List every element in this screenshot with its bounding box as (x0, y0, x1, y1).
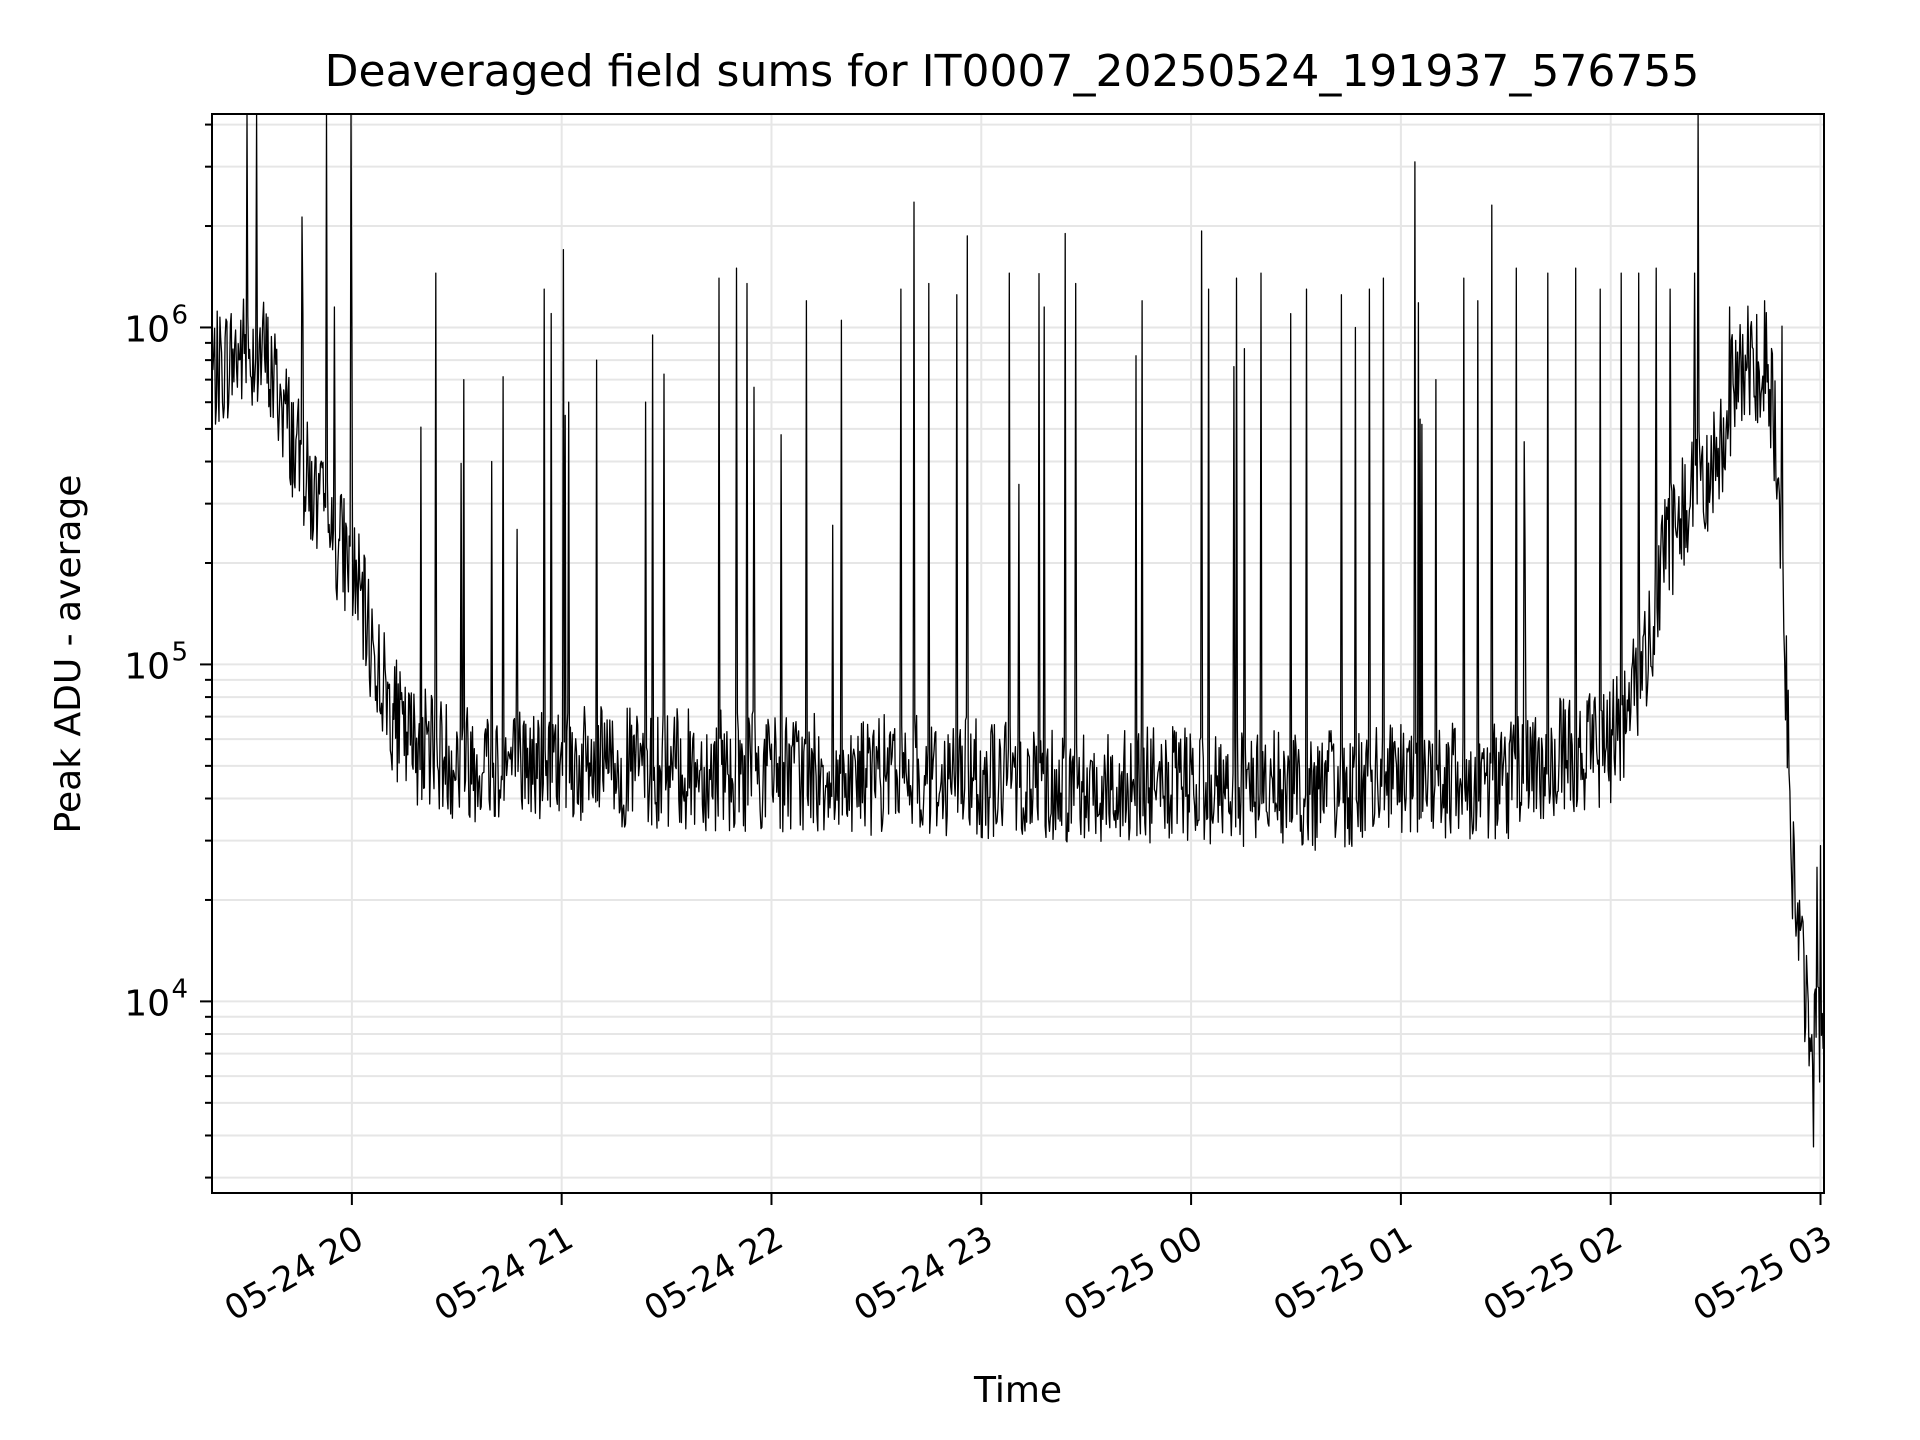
series-layer (211, 113, 1825, 1148)
chart-title: Deaveraged field sums for IT0007_2025052… (325, 46, 1700, 97)
y-axis-label: Peak ADU - average (48, 475, 89, 834)
x-tick-label: 05-25 03 (1687, 1218, 1839, 1329)
y-tick-exponent: 6 (171, 300, 188, 330)
x-axis-label: Time (973, 1370, 1062, 1411)
y-tick-exponent: 4 (171, 974, 188, 1004)
plot-frame (211, 113, 1825, 1194)
x-tick-label: 05-24 20 (218, 1218, 370, 1329)
series-line (211, 113, 1825, 1148)
x-tick-label: 05-24 23 (847, 1218, 999, 1329)
y-tick-exponent: 5 (171, 637, 188, 667)
y-tick-label: 10 (124, 983, 170, 1024)
y-tick-label: 10 (124, 646, 170, 687)
y-tick-label: 10 (124, 309, 170, 350)
x-tick-label: 05-24 21 (428, 1218, 580, 1329)
x-tick-label: 05-25 00 (1057, 1218, 1209, 1329)
x-tick-label: 05-25 02 (1477, 1218, 1629, 1329)
x-tick-label: 05-24 22 (638, 1218, 790, 1329)
x-tick-label: 05-25 01 (1267, 1218, 1419, 1329)
